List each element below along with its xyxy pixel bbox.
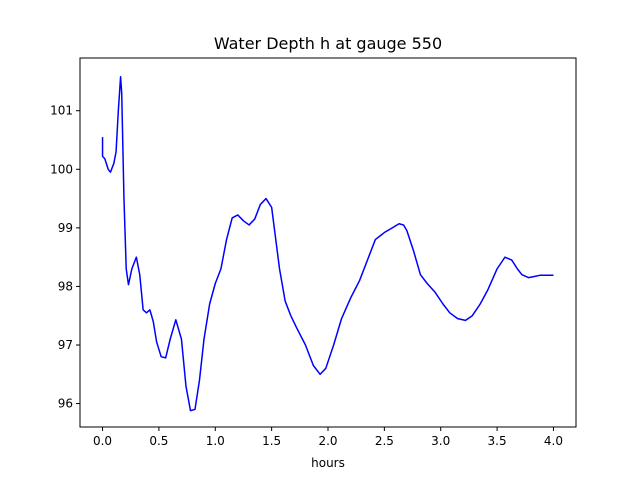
x-tick-label: 2.0 — [318, 434, 337, 448]
chart-title: Water Depth h at gauge 550 — [214, 34, 442, 53]
series-line — [101, 75, 554, 412]
x-tick-label: 4.0 — [544, 434, 563, 448]
y-axis: 96 97 98 99 100 101 — [50, 104, 80, 411]
x-tick-label: 2.5 — [375, 434, 394, 448]
y-tick-label: 101 — [50, 104, 73, 118]
x-tick-label: 0.0 — [93, 434, 112, 448]
x-tick-label: 1.5 — [262, 434, 281, 448]
x-tick-label: 3.5 — [488, 434, 507, 448]
y-tick-label: 96 — [58, 397, 73, 411]
x-tick-label: 0.5 — [149, 434, 168, 448]
x-tick-label: 3.0 — [431, 434, 450, 448]
y-tick-label: 99 — [58, 221, 73, 235]
x-axis-label: hours — [311, 456, 345, 470]
plot-area — [101, 75, 554, 412]
y-tick-label: 97 — [58, 338, 73, 352]
x-tick-label: 1.0 — [206, 434, 225, 448]
x-axis: 0.0 0.5 1.0 1.5 2.0 2.5 3.0 3.5 4.0 — [93, 427, 563, 448]
y-tick-label: 100 — [50, 162, 73, 176]
y-tick-label: 98 — [58, 279, 73, 293]
